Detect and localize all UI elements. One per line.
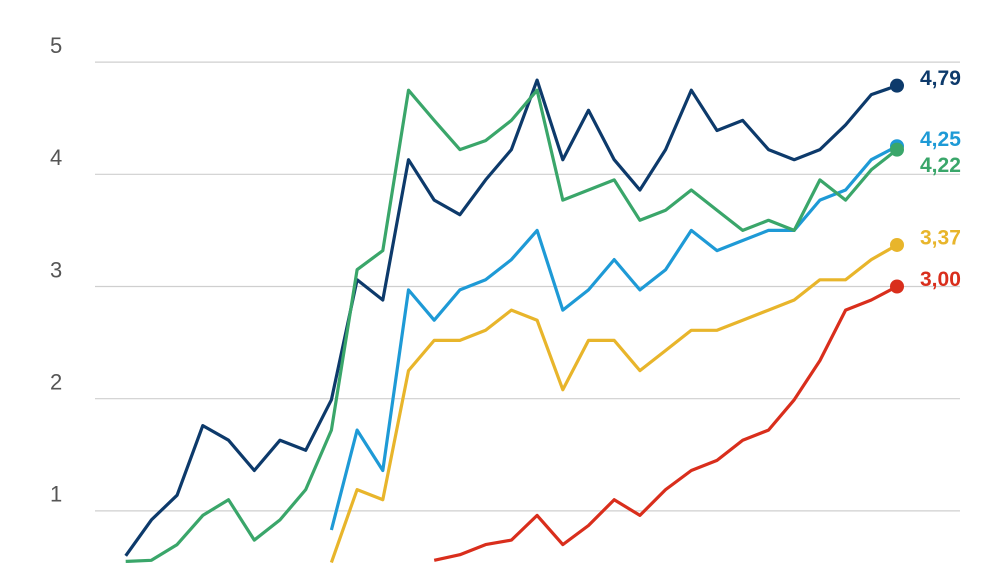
end-label: 3,00	[920, 268, 961, 291]
end-label: 3,37	[920, 227, 961, 250]
end-label: 4,22	[920, 154, 961, 177]
series-line	[125, 88, 898, 563]
y-tick-label: 2	[50, 370, 62, 395]
series-line	[124, 78, 898, 557]
y-tick-label: 3	[50, 257, 62, 282]
y-tick-label: 1	[50, 482, 62, 507]
end-label: 4,79	[920, 67, 961, 90]
end-dot	[890, 279, 904, 294]
series-line	[329, 243, 898, 563]
end-dot	[890, 142, 904, 157]
end-label: 4,25	[920, 128, 961, 151]
y-tick-label: 5	[50, 33, 62, 58]
end-dot	[890, 78, 904, 93]
y-tick-label: 4	[50, 145, 62, 170]
series-line	[433, 285, 898, 562]
series-line	[329, 144, 898, 531]
end-dot	[890, 237, 904, 252]
